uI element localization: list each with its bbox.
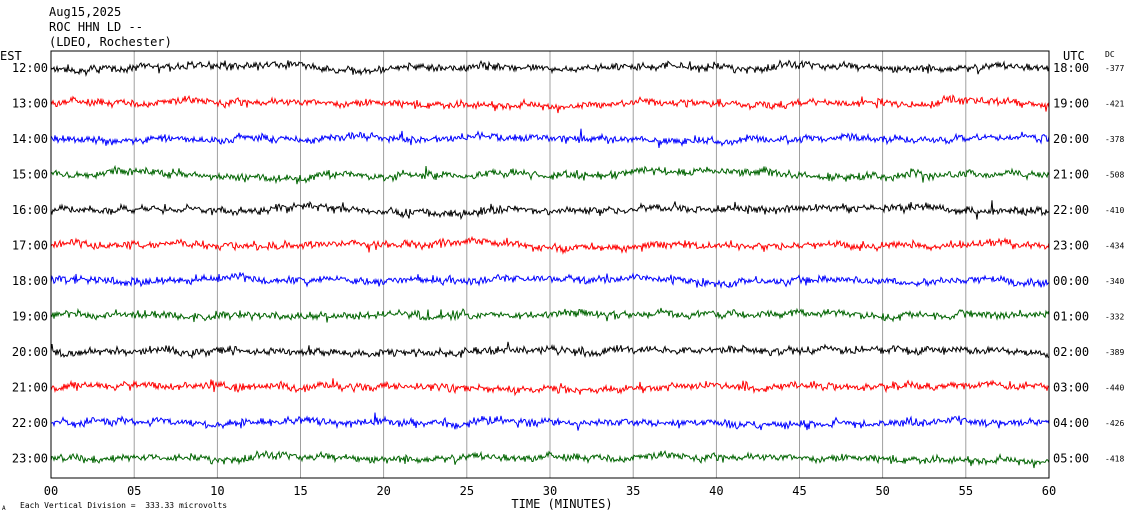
x-tick-label: 05: [127, 484, 141, 498]
dc-offset-label: -378: [1105, 135, 1124, 144]
utc-hour-label: 20:00: [1053, 132, 1089, 146]
utc-axis-label: UTC: [1063, 49, 1085, 63]
x-axis-label: TIME (MINUTES): [511, 497, 612, 511]
x-tick-label: 30: [543, 484, 557, 498]
utc-hour-label: 22:00: [1053, 203, 1089, 217]
trace-line: [50, 378, 1050, 397]
x-tick-label: 25: [460, 484, 474, 498]
est-hour-label: 12:00: [12, 61, 48, 75]
utc-hour-labels: 18:00 19:00 20:00 21:00 22:00 23:00 00:00 01:00…: [1053, 61, 1089, 466]
x-tick-labels: 00 05 10 15 20 25 30 35 40 45 50 55 60: [44, 484, 1056, 498]
footer-note: Each Vertical Division = 333.33 microvol…: [20, 501, 227, 510]
est-hour-label: 21:00: [12, 381, 48, 395]
dc-offset-labels: -377 -421 -378 -508 -410 -434 -340 -332 -389 -440…: [1105, 64, 1124, 464]
est-hour-label: 15:00: [12, 168, 48, 182]
x-tick-label: 10: [210, 484, 224, 498]
dc-offset-label: -377: [1105, 64, 1124, 73]
utc-hour-label: 05:00: [1053, 452, 1089, 466]
plot-frame: [50, 50, 1050, 479]
dc-header-label: DC: [1105, 50, 1115, 59]
x-tick-label: 00: [44, 484, 58, 498]
trace-line: [50, 164, 1050, 185]
x-tick-label: 15: [293, 484, 307, 498]
trace-line: [50, 341, 1050, 360]
x-tick-label: 40: [709, 484, 723, 498]
utc-hour-label: 21:00: [1053, 168, 1089, 182]
est-hour-label: 16:00: [12, 203, 48, 217]
x-tick-label: 45: [792, 484, 806, 498]
dc-offset-label: -389: [1105, 348, 1124, 357]
dc-offset-label: -508: [1105, 171, 1124, 180]
x-tick-label: 20: [376, 484, 390, 498]
x-tick-label: 60: [1042, 484, 1056, 498]
est-hour-label: 23:00: [12, 452, 48, 466]
est-hour-label: 22:00: [12, 416, 48, 430]
header-date: Aug15,2025: [49, 5, 121, 19]
est-hour-label: 20:00: [12, 345, 48, 359]
utc-hour-label: 02:00: [1053, 345, 1089, 359]
utc-hour-label: 00:00: [1053, 274, 1089, 288]
trace-line: [50, 307, 1050, 323]
grid-lines: [133, 51, 967, 478]
est-hour-label: 17:00: [12, 239, 48, 253]
utc-hour-label: 23:00: [1053, 239, 1089, 253]
utc-hour-label: 03:00: [1053, 381, 1089, 395]
utc-hour-label: 01:00: [1053, 310, 1089, 324]
trace-line: [50, 272, 1050, 290]
trace-line: [50, 200, 1050, 221]
est-hour-label: 18:00: [12, 274, 48, 288]
est-hour-label: 14:00: [12, 132, 48, 146]
logo-mark: A: [2, 505, 6, 512]
x-tick-label: 35: [626, 484, 640, 498]
dc-offset-label: -332: [1105, 313, 1124, 322]
trace-line: [50, 94, 1050, 114]
trace-line: [50, 450, 1050, 469]
dc-offset-label: -410: [1105, 206, 1124, 215]
trace-line: [50, 128, 1050, 148]
trace-line: [50, 59, 1050, 77]
dc-offset-label: -440: [1105, 384, 1124, 393]
dc-offset-label: -418: [1105, 455, 1124, 464]
est-axis-label: EST: [0, 49, 22, 63]
traces: [50, 59, 1050, 469]
x-tick-label: 55: [959, 484, 973, 498]
utc-hour-label: 19:00: [1053, 97, 1089, 111]
dc-offset-label: -421: [1105, 100, 1124, 109]
dc-offset-label: -426: [1105, 419, 1124, 428]
utc-hour-label: 18:00: [1053, 61, 1089, 75]
header-network: (LDEO, Rochester): [49, 35, 172, 49]
utc-hour-label: 04:00: [1053, 416, 1089, 430]
trace-line: [51, 412, 1050, 431]
est-hour-label: 13:00: [12, 97, 48, 111]
est-hour-labels: 12:00 13:00 14:00 15:00 16:00 17:00 18:00 19:00…: [12, 61, 48, 466]
x-tick-label: 50: [875, 484, 889, 498]
dc-offset-label: -434: [1105, 242, 1124, 251]
header-station: ROC HHN LD --: [49, 20, 143, 34]
dc-offset-label: -340: [1105, 277, 1124, 286]
trace-line: [50, 235, 1050, 255]
est-hour-label: 19:00: [12, 310, 48, 324]
